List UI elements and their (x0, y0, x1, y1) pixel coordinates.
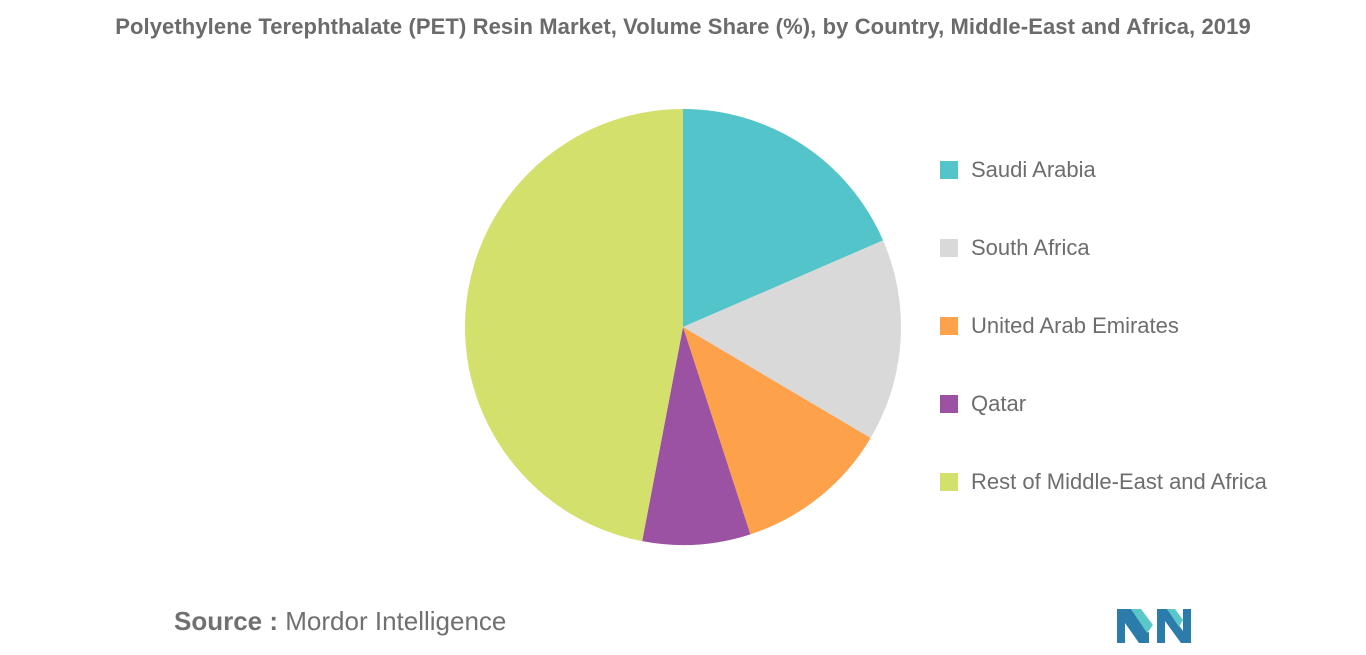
pie-slice-south-africa (683, 240, 901, 438)
legend-swatch (940, 473, 958, 491)
pie-chart (464, 109, 901, 546)
legend-label: Rest of Middle-East and Africa (971, 469, 1267, 494)
pie-slice-qatar (642, 327, 751, 546)
chart-title: Polyethylene Terephthalate (PET) Resin M… (115, 14, 1251, 39)
pie-slice-united-arab-emirates (683, 327, 871, 535)
source-label: Source : (174, 606, 279, 636)
mordor-intelligence-logo-icon (1117, 609, 1191, 643)
legend-swatch (940, 239, 958, 257)
legend-item-saudi-arabia: Saudi Arabia (940, 150, 1340, 190)
pie-slice-rest-of-middle-east-and-africa (464, 109, 683, 542)
legend-item-united-arab-emirates: United Arab Emirates (940, 306, 1340, 346)
legend-item-rest-of-middle-east-and-africa: Rest of Middle-East and Africa (940, 462, 1340, 502)
legend-swatch (940, 317, 958, 335)
pie-slice-saudi-arabia (683, 109, 884, 327)
source-text: Mordor Intelligence (285, 606, 507, 636)
legend-item-south-africa: South Africa (940, 228, 1340, 268)
legend-swatch (940, 395, 958, 413)
legend-label: Qatar (971, 391, 1027, 416)
legend-label: South Africa (971, 235, 1090, 260)
legend-item-qatar: Qatar (940, 384, 1340, 424)
legend-swatch (940, 161, 958, 179)
legend-label: Saudi Arabia (971, 157, 1096, 182)
source-note: Source : Mordor Intelligence (174, 606, 506, 637)
legend-label: United Arab Emirates (971, 313, 1179, 338)
